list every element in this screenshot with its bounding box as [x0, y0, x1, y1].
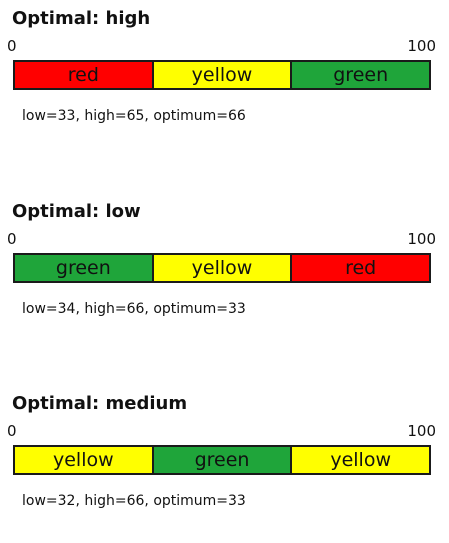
meter-section-medium: Optimal: medium 0 100 yellow green yello…: [0, 393, 449, 543]
meter-segment-1: yellow: [15, 447, 154, 473]
scale-max-label: 100: [407, 422, 436, 440]
meter-section-low: Optimal: low 0 100 green yellow red low=…: [0, 201, 449, 351]
meter-caption: low=33, high=65, optimum=66: [22, 108, 246, 124]
meter-segment-1: green: [15, 255, 154, 281]
meter-bar: green yellow red: [13, 253, 431, 283]
scale-max-label: 100: [407, 37, 436, 55]
meter-segment-2: yellow: [153, 255, 293, 281]
meter-caption: low=34, high=66, optimum=33: [22, 301, 246, 317]
meter-segment-2: green: [153, 447, 293, 473]
meter-title: Optimal: medium: [12, 393, 188, 414]
scale-min-label: 0: [7, 37, 17, 55]
scale-max-label: 100: [407, 230, 436, 248]
meter-section-high: Optimal: high 0 100 red yellow green low…: [0, 8, 449, 158]
meter-segment-3: green: [292, 62, 430, 88]
meter-segment-2: yellow: [153, 62, 293, 88]
scale-min-label: 0: [7, 422, 17, 440]
meter-bar: yellow green yellow: [13, 445, 431, 475]
meter-segment-3: red: [292, 255, 430, 281]
meter-title: Optimal: low: [12, 201, 141, 222]
scale-min-label: 0: [7, 230, 17, 248]
meter-caption: low=32, high=66, optimum=33: [22, 493, 246, 509]
meter-segment-3: yellow: [292, 447, 430, 473]
meter-bar: red yellow green: [13, 60, 431, 90]
meter-title: Optimal: high: [12, 8, 151, 29]
meter-segment-1: red: [15, 62, 154, 88]
